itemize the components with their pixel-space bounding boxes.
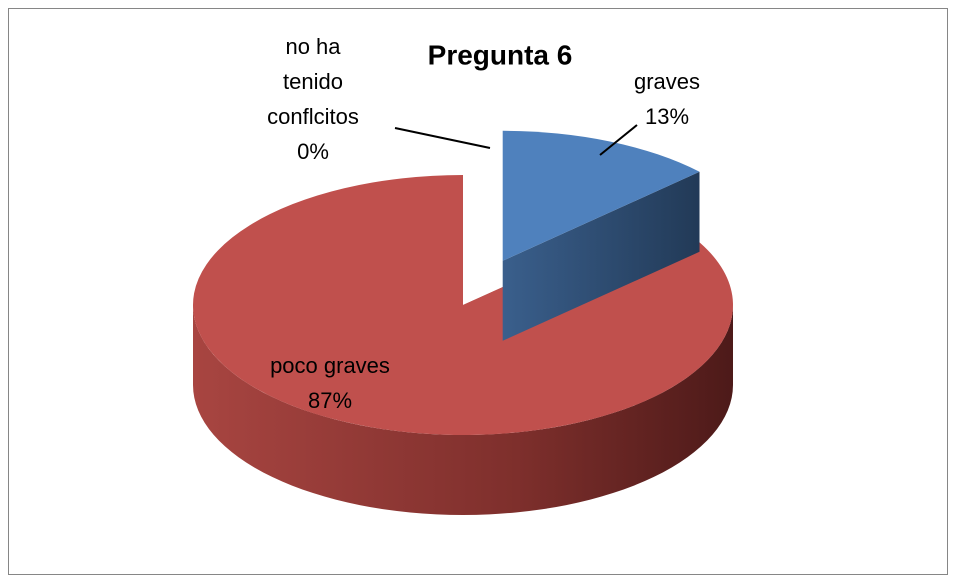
slice-top — [502, 130, 700, 261]
pie — [192, 130, 733, 515]
data-label-name: no ha tenido conflcitos — [267, 34, 359, 129]
data-label-value: 13% — [645, 104, 689, 129]
labels: graves 13% poco graves 87% no ha tenido conflc… — [267, 34, 700, 413]
data-label-name: poco graves — [270, 353, 390, 378]
slice-cut — [502, 171, 700, 341]
leader-line — [394, 127, 491, 149]
slice-side — [193, 305, 733, 515]
data-label-value: 87% — [308, 388, 352, 413]
chart-title: Pregunta 6 — [428, 39, 573, 70]
leader-line — [599, 124, 638, 156]
data-label-value: 0% — [297, 139, 329, 164]
pie-slice — [502, 130, 700, 341]
data-label-name: graves — [634, 69, 700, 94]
slice-top — [192, 175, 733, 435]
